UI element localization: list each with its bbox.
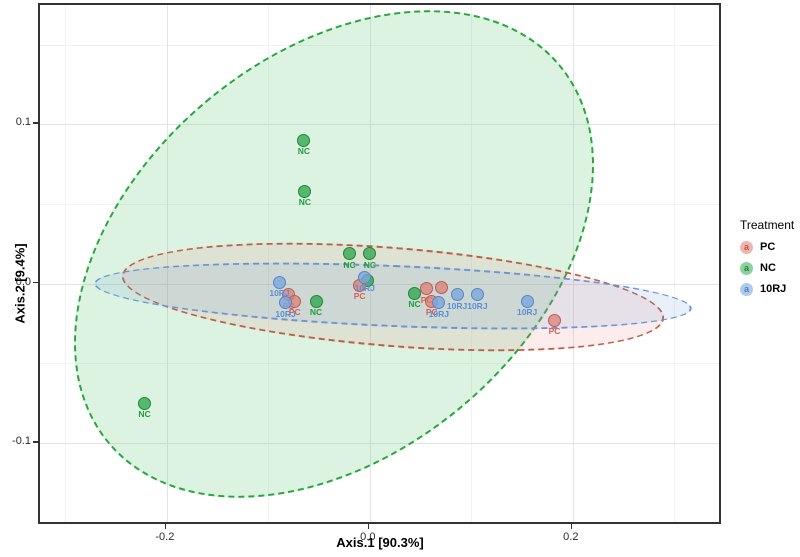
gridline-y-minor [40, 44, 719, 46]
x-tick-label: 0.2 [563, 531, 579, 543]
legend-item-nc: a NC [740, 261, 800, 275]
y-tick-label: 0.1 [15, 116, 31, 129]
x-tick-label: 0.0 [360, 531, 376, 543]
gridline-y-major [40, 283, 719, 285]
x-axis-title: Axis.1 [90.3%] [336, 535, 424, 550]
data-point-pc [420, 282, 434, 296]
gridline-x-major [166, 5, 168, 522]
y-tick-mark [33, 122, 38, 124]
gridline-y-minor [40, 204, 719, 206]
point-label: PC [353, 291, 366, 302]
data-point-10rj [432, 296, 446, 310]
point-label: NC [309, 307, 323, 318]
legend-item-pc: a PC [740, 240, 800, 254]
gridline-y-major [40, 124, 719, 126]
point-label: 10RJ [354, 283, 375, 294]
point-label: NC [343, 259, 356, 270]
legend-title: Treatment [740, 218, 795, 232]
point-label: NC [297, 146, 310, 157]
legend-item-label: PC [760, 241, 776, 253]
data-point-nc [343, 247, 357, 261]
x-tick-mark [570, 524, 573, 529]
gridline-y-minor [40, 363, 719, 365]
legend-key-icon: a [740, 261, 753, 275]
point-label: PC [548, 326, 561, 337]
legend: Treatment a PC a NC a 10RJ [740, 218, 800, 303]
point-label: 10RJ [467, 300, 488, 311]
data-point-nc [309, 294, 323, 308]
gridline-x-major [369, 5, 371, 522]
x-tick-mark [164, 524, 167, 529]
data-point-10rj [520, 294, 534, 308]
x-tick-mark [367, 524, 370, 529]
data-point-nc [138, 396, 152, 410]
gridline-x-minor [65, 5, 67, 522]
legend-key-icon: a [740, 282, 753, 296]
gridline-y-major [40, 443, 719, 445]
gridline-x-minor [471, 5, 473, 522]
data-point-nc [363, 247, 377, 261]
point-label: NC [408, 299, 421, 310]
legend-items: a PC a NC a 10RJ [740, 240, 800, 296]
y-axis-title: Axis.2 [9.4%] [12, 243, 28, 324]
point-label: 10RJ [446, 300, 468, 311]
data-point-10rj [450, 288, 464, 302]
data-point-pc [548, 313, 562, 327]
point-label: 10RJ [516, 307, 538, 318]
point-label: PC [425, 307, 438, 318]
data-point-nc [407, 286, 421, 300]
legend-item-10rj: a 10RJ [740, 282, 800, 296]
point-label: NC [298, 197, 312, 208]
y-tick-mark [33, 441, 38, 443]
legend-key-icon: a [740, 240, 753, 254]
point-label: NC [363, 259, 376, 270]
data-point-nc [297, 133, 311, 147]
legend-item-label: 10RJ [760, 283, 787, 295]
data-point-10rj [358, 270, 372, 284]
point-label: 10RJ [269, 288, 290, 299]
point-label: 10RJ [428, 308, 449, 319]
plot-panel: NCNCNCNCNCNCNCPCPCPCPCPCPC10RJ10RJ10RJ10… [38, 3, 721, 524]
data-point-10rj [470, 288, 484, 302]
point-label: PC [288, 307, 301, 318]
point-label: 10RJ [275, 308, 296, 319]
data-point-10rj [273, 275, 286, 289]
data-point-10rj [279, 296, 293, 310]
data-point-nc [298, 184, 312, 198]
y-tick-mark [33, 281, 38, 284]
gridline-x-minor [674, 5, 676, 522]
point-label: NC [138, 409, 151, 420]
gridline-x-major [572, 5, 574, 522]
x-tick-label: -0.2 [155, 531, 175, 543]
data-point-pc [435, 280, 449, 294]
gridline-x-minor [268, 5, 270, 522]
y-tick-label: -0.1 [12, 435, 31, 448]
y-tick-label: 0.0 [15, 275, 31, 288]
legend-item-label: NC [760, 262, 776, 274]
